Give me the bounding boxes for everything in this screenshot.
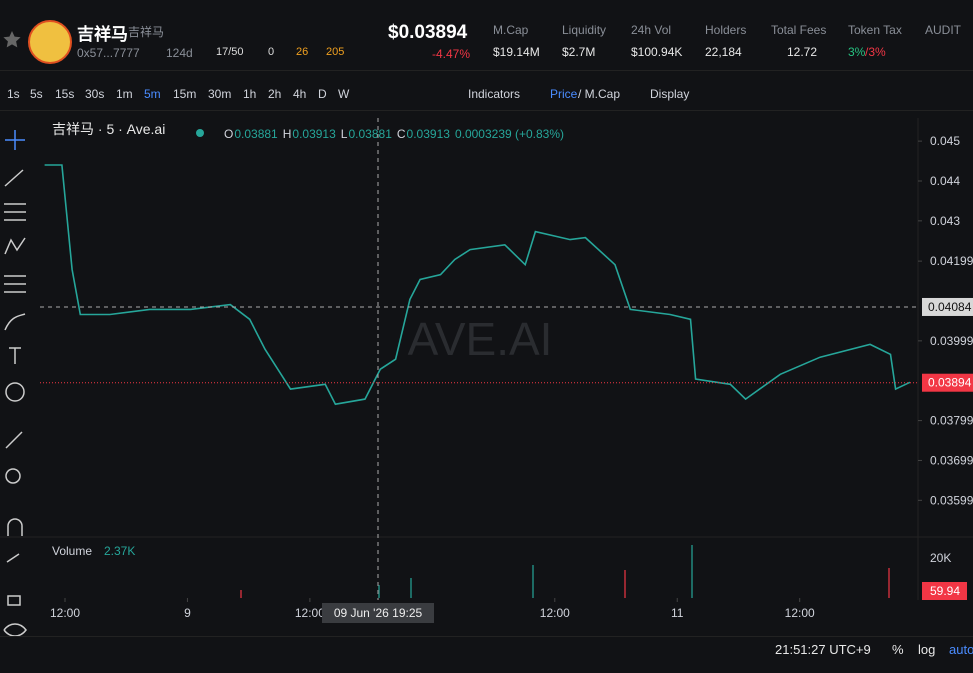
token-name: 吉祥马 — [77, 25, 128, 44]
auto-toggle[interactable]: auto — [949, 642, 973, 657]
stat-label: M.Cap — [493, 23, 529, 37]
legend-value: C — [397, 127, 406, 141]
volume-value: 2.37K — [104, 544, 135, 558]
badge: 26 — [296, 46, 309, 58]
drawing-tools[interactable] — [0, 118, 34, 648]
stat-label: Total Fees — [771, 23, 827, 37]
holder-ratio: 17/50 — [216, 46, 244, 58]
x-tick-label: 12:00 — [295, 606, 325, 620]
stat-value: 22,184 — [705, 45, 742, 59]
legend-value: L — [341, 127, 348, 141]
token-address[interactable]: 0x57...7777 — [77, 46, 140, 60]
token-age: 124d — [166, 46, 193, 60]
stat-label: Token Tax — [848, 23, 902, 37]
y-tick-label: 0.03699 — [930, 453, 973, 467]
price-toggle[interactable]: Price — [550, 87, 578, 101]
volume-tick: 20K — [930, 551, 951, 565]
crosshair-time-box — [322, 603, 434, 623]
interval-button[interactable]: W — [338, 87, 350, 101]
stat-value: /3% — [865, 45, 886, 59]
stat-value: 3% — [848, 45, 866, 59]
stat-value: $2.7M — [562, 45, 596, 59]
legend-value: 0.03881 — [348, 127, 392, 141]
interval-button[interactable]: 4h — [293, 87, 307, 101]
legend-value: 0.0003239 (+0.83%) — [455, 127, 564, 141]
percent-toggle[interactable]: % — [892, 642, 904, 657]
y-tick-label: 0.03999 — [930, 334, 973, 348]
y-tick-label: 0.043 — [930, 214, 960, 228]
y-tick-label: 0.03599 — [930, 493, 973, 507]
stat-label: AUDIT — [925, 23, 961, 37]
log-toggle[interactable]: log — [918, 642, 936, 657]
interval-button[interactable]: 5m — [144, 87, 161, 101]
volume-last: 59.94 — [930, 584, 960, 598]
crosshair-time: 09 Jun '26 19:25 — [334, 606, 423, 620]
token-logo — [28, 20, 72, 64]
interval-button[interactable]: 1m — [116, 87, 133, 101]
y-tick-label: 0.03799 — [930, 414, 973, 428]
interval-button[interactable]: 1h — [243, 87, 257, 101]
watermark: AVE.AI — [408, 313, 553, 365]
x-tick-label: 12:00 — [785, 606, 815, 620]
price: $0.03894 — [388, 22, 468, 43]
interval-button[interactable]: D — [318, 87, 327, 101]
legend-value: 0.03913 — [407, 127, 451, 141]
clock: 21:51:27 UTC+9 — [775, 642, 871, 657]
y-tick-label: 0.045 — [930, 134, 960, 148]
stat-value: $19.14M — [493, 45, 540, 59]
interval-button[interactable]: 30s — [85, 87, 105, 101]
star-icon[interactable] — [0, 28, 24, 52]
token-symbol: 吉祥马 — [128, 25, 165, 39]
interval-button[interactable]: 15m — [173, 87, 197, 101]
price-change: -4.47% — [432, 47, 471, 61]
legend-value: 0.03913 — [292, 127, 336, 141]
legend-value: O — [224, 127, 233, 141]
price-line — [44, 164, 911, 406]
badge: 0 — [268, 46, 275, 58]
legend-title: 吉祥马 · 5 · Ave.ai — [52, 121, 165, 137]
last-price: 0.03894 — [928, 376, 972, 390]
stat-value: 12.72 — [787, 45, 818, 59]
interval-button[interactable]: 15s — [55, 87, 75, 101]
stat-label: 24h Vol — [631, 23, 672, 37]
legend-value: H — [283, 127, 292, 141]
x-tick-label: 12:00 — [540, 606, 570, 620]
last-price-box — [922, 373, 973, 392]
crosshair-price-box — [922, 297, 973, 316]
interval-button[interactable]: 1s — [7, 87, 20, 101]
interval-button[interactable]: 30m — [208, 87, 232, 101]
y-tick-label: 0.04199 — [930, 254, 973, 268]
x-tick-label: 12:00 — [50, 606, 80, 620]
legend-value: 0.03881 — [234, 127, 278, 141]
volume-label: Volume — [52, 544, 92, 558]
x-tick-label: 11 — [671, 606, 684, 620]
x-tick-label: 9 — [184, 606, 191, 620]
y-tick-label: 0.044 — [930, 174, 960, 188]
stat-value: $100.94K — [631, 45, 683, 59]
stat-label: Holders — [705, 23, 747, 37]
stat-label: Liquidity — [562, 23, 607, 37]
indicators-button[interactable]: Indicators — [468, 87, 521, 101]
badge: 205 — [326, 46, 345, 58]
interval-button[interactable]: 2h — [268, 87, 282, 101]
display-button[interactable]: Display — [650, 87, 690, 101]
crosshair-price: 0.04084 — [928, 300, 972, 314]
mcap-toggle[interactable]: / M.Cap — [578, 87, 621, 101]
interval-button[interactable]: 5s — [30, 87, 43, 101]
